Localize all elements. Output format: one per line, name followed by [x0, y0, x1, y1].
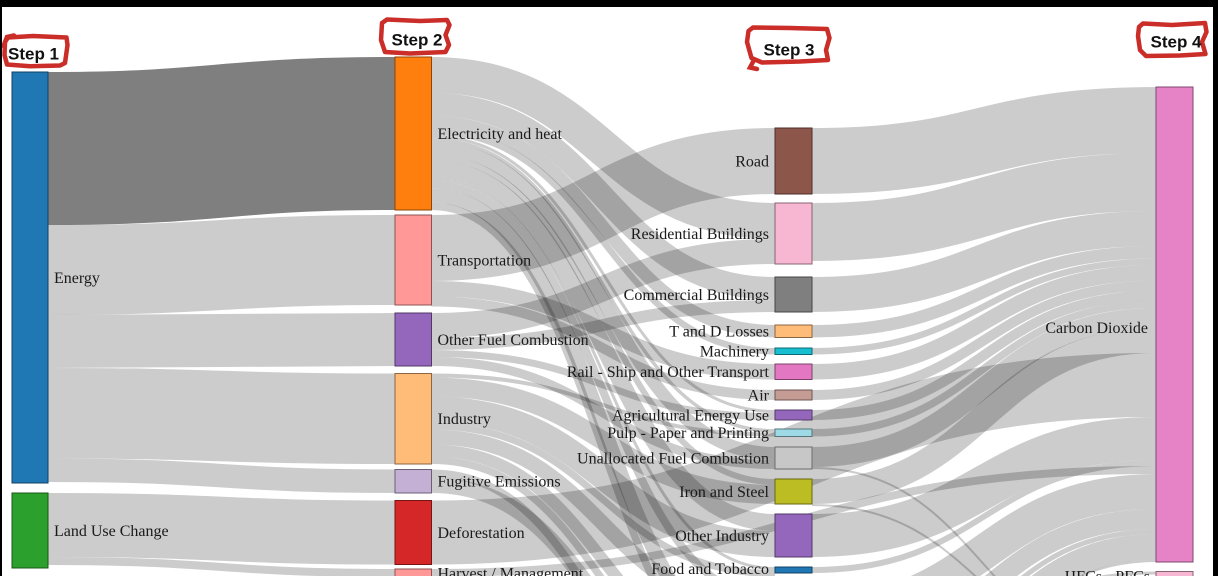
svg-text:Commercial Buildings: Commercial Buildings: [624, 287, 769, 304]
svg-text:Food and Tobacco: Food and Tobacco: [651, 561, 769, 576]
svg-text:Industry: Industry: [438, 411, 491, 428]
svg-text:Step 2: Step 2: [392, 31, 443, 50]
svg-text:Carbon Dioxide: Carbon Dioxide: [1045, 320, 1148, 337]
svg-text:Rail - Ship and Other Transpor: Rail - Ship and Other Transport: [567, 364, 770, 381]
svg-text:Energy: Energy: [54, 270, 100, 287]
svg-text:Residential Buildings: Residential Buildings: [631, 226, 769, 243]
svg-text:Iron and Steel: Iron and Steel: [679, 484, 769, 501]
svg-text:Agricultural Energy Use: Agricultural Energy Use: [612, 408, 769, 425]
svg-text:Fugitive Emissions: Fugitive Emissions: [438, 474, 561, 491]
svg-text:Harvest / Management: Harvest / Management: [438, 566, 584, 576]
svg-text:Other Fuel Combustion: Other Fuel Combustion: [438, 332, 589, 349]
svg-text:Machinery: Machinery: [700, 344, 769, 361]
svg-text:T and D Losses: T and D Losses: [669, 324, 769, 341]
svg-text:Pulp - Paper and Printing: Pulp - Paper and Printing: [607, 425, 769, 442]
svg-text:Transportation: Transportation: [438, 253, 532, 270]
svg-text:Air: Air: [748, 388, 770, 405]
svg-text:Deforestation: Deforestation: [438, 525, 525, 542]
svg-text:Unallocated Fuel Combustion: Unallocated Fuel Combustion: [577, 451, 769, 468]
svg-text:Road: Road: [735, 154, 769, 171]
svg-text:Electricity and heat: Electricity and heat: [438, 126, 563, 143]
svg-text:Other Industry: Other Industry: [675, 528, 769, 545]
svg-text:Step 3: Step 3: [764, 41, 815, 60]
svg-text:Land Use Change: Land Use Change: [54, 523, 169, 540]
svg-text:Step 1: Step 1: [8, 45, 59, 64]
svg-text:Step 4: Step 4: [1151, 33, 1203, 52]
svg-text:HFCs - PFCs: HFCs - PFCs: [1065, 569, 1150, 576]
